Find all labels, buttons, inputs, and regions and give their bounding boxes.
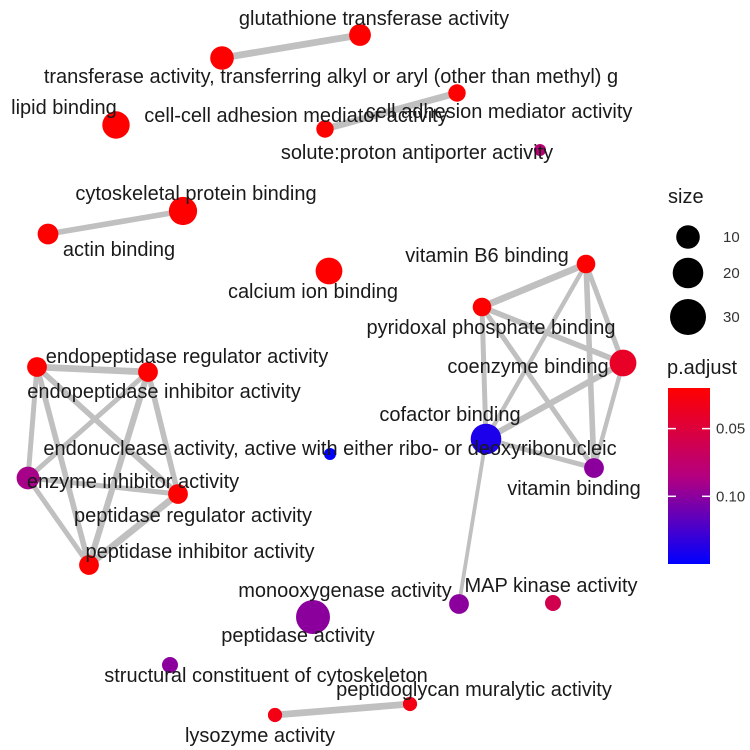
node-structural-constituent-of-cytoskeleton (162, 657, 178, 673)
size-legend-label-10: 10 (723, 229, 740, 246)
node-cofactor-binding (470, 423, 502, 455)
network-edges (25, 31, 627, 719)
node-label-enzyme-inhibitor-activity: enzyme inhibitor activity (27, 471, 239, 493)
edge-endopeptidase-inhibitor-activity--peptidase-regulator-activity (145, 369, 181, 497)
p-adjust-colorbar (668, 388, 710, 564)
node-vitamin-binding (584, 458, 604, 478)
node-coenzyme-binding (609, 349, 637, 377)
node-label-endopeptidase-inhibitor-activity: endopeptidase inhibitor activity (27, 381, 301, 403)
node-vitamin-b6-binding (576, 254, 596, 274)
edge-endopeptidase-inhibitor-activity--enzyme-inhibitor-activity (25, 369, 151, 481)
node-label-cytoskeletal-protein-binding: cytoskeletal protein binding (75, 183, 316, 205)
node-label-monooxygenase-activity: monooxygenase activity (238, 580, 451, 602)
edge-endopeptidase-regulator-activity--enzyme-inhibitor-activity (25, 364, 40, 481)
node-peptidoglycan-muralytic-activity (402, 696, 418, 712)
node-cell-adhesion-mediator-activity (448, 84, 466, 102)
node-actin-binding (37, 223, 59, 245)
node-cytoskeletal-protein-binding (168, 196, 198, 226)
node-transferase-activity-transferring-alkyl-or-aryl-other-than-methyl-g (210, 46, 234, 70)
edge-vitamin-b6-binding--pyridoxal-phosphate-binding (478, 260, 590, 311)
node-label-peptidase-inhibitor-activity: peptidase inhibitor activity (85, 541, 314, 563)
edge-cytoskeletal-protein-binding--actin-binding (45, 208, 186, 237)
edge-cofactor-binding--monooxygenase-activity (457, 437, 488, 606)
edge-peptidoglycan-muralytic-activity--lysozyme-activity (271, 700, 414, 719)
edge-enzyme-inhibitor-activity--peptidase-inhibitor-activity (25, 475, 92, 568)
edge-peptidase-regulator-activity--peptidase-inhibitor-activity (85, 490, 182, 569)
node-monooxygenase-activity (449, 594, 469, 614)
node-calcium-ion-binding (315, 257, 343, 285)
node-map-kinase-activity (545, 595, 561, 611)
edge-enzyme-inhibitor-activity--peptidase-regulator-activity (25, 475, 181, 497)
node-peptidase-regulator-activity (168, 484, 188, 504)
edge-coenzyme-binding--cofactor-binding (482, 359, 627, 443)
edge-cell-cell-adhesion-mediator-activity--cell-adhesion-mediator-activity (321, 89, 461, 133)
node-label-lysozyme-activity: lysozyme activity (185, 725, 335, 747)
node-label-lipid-binding: lipid binding (11, 97, 117, 119)
node-label-pyridoxal-phosphate-binding: pyridoxal phosphate binding (366, 317, 615, 339)
network-nodes (16, 24, 637, 723)
node-label-peptidase-activity: peptidase activity (221, 625, 374, 647)
p-adjust-tick-label: 0.05 (716, 421, 745, 438)
edge-glutathione-transferase-activity--transferase-activity-transferring-alkyl-or-aryl-other-than-methyl-g (218, 31, 364, 62)
edge-vitamin-b6-binding--coenzyme-binding (583, 261, 626, 366)
node-enzyme-inhibitor-activity (16, 466, 40, 490)
node-endonuclease-activity-active-with-either-ribo-or-deoxyribonucleic (324, 448, 336, 460)
edge-vitamin-b6-binding--cofactor-binding (483, 261, 589, 442)
node-label-endonuclease-activity-active-with-either-ribo-or-deoxyribonucleic: endonuclease activity, active with eithe… (43, 438, 616, 460)
edge-endopeptidase-regulator-activity--peptidase-regulator-activity (34, 364, 181, 497)
node-endopeptidase-inhibitor-activity (138, 362, 158, 382)
node-pyridoxal-phosphate-binding (472, 297, 492, 317)
edge-pyridoxal-phosphate-binding--cofactor-binding (479, 304, 489, 442)
node-lysozyme-activity (267, 707, 283, 723)
node-solute-proton-antiporter-activity (534, 144, 546, 156)
size-legend-key-10 (676, 225, 700, 249)
node-label-map-kinase-activity: MAP kinase activity (464, 575, 637, 597)
edge-endopeptidase-regulator-activity--peptidase-inhibitor-activity (34, 364, 92, 568)
node-label-vitamin-binding: vitamin binding (507, 478, 640, 500)
p-adjust-legend-title: p.adjust (667, 357, 737, 379)
node-label-calcium-ion-binding: calcium ion binding (228, 281, 398, 303)
node-label-cell-adhesion-mediator-activity: cell adhesion mediator activity (366, 101, 633, 123)
p-adjust-legend: p.adjust 0.05 0.10 (667, 357, 745, 564)
node-label-structural-constituent-of-cytoskeleton: structural constituent of cytoskeleton (104, 665, 428, 687)
node-label-cell-cell-adhesion-mediator-activity: cell-cell adhesion mediator activity (144, 105, 447, 127)
node-label-peptidase-regulator-activity: peptidase regulator activity (74, 505, 312, 527)
node-cell-cell-adhesion-mediator-activity (316, 120, 334, 138)
node-endopeptidase-regulator-activity (27, 357, 47, 377)
node-peptidase-inhibitor-activity (79, 555, 99, 575)
node-label-transferase-activity-transferring-alkyl-or-aryl-other-than-methyl-g: transferase activity, transferring alkyl… (44, 66, 618, 88)
edge-pyridoxal-phosphate-binding--vitamin-binding (479, 304, 597, 471)
edge-endopeptidase-regulator-activity--endopeptidase-inhibitor-activity (33, 363, 152, 376)
size-legend: size 10 20 30 (668, 186, 740, 335)
size-legend-key-20 (672, 257, 704, 289)
node-label-solute-proton-antiporter-activity: solute:proton antiporter activity (281, 142, 553, 164)
node-label-actin-binding: actin binding (63, 239, 175, 261)
edge-coenzyme-binding--vitamin-binding (591, 360, 626, 471)
node-label-cofactor-binding: cofactor binding (379, 404, 520, 426)
edge-endopeptidase-inhibitor-activity--peptidase-inhibitor-activity (85, 368, 152, 569)
size-legend-label-20: 20 (723, 265, 740, 282)
p-adjust-tick-label: 0.10 (716, 488, 745, 505)
node-lipid-binding (102, 111, 130, 139)
edge-vitamin-b6-binding--vitamin-binding (583, 261, 597, 471)
node-label-endopeptidase-regulator-activity: endopeptidase regulator activity (46, 346, 328, 368)
node-peptidase-activity (296, 600, 330, 634)
size-legend-label-30: 30 (723, 309, 740, 326)
edge-pyridoxal-phosphate-binding--coenzyme-binding (479, 304, 626, 366)
network-labels: glutathione transferase activity transfer… (11, 8, 641, 747)
node-label-glutathione-transferase-activity: glutathione transferase activity (239, 8, 509, 30)
size-legend-title: size (668, 186, 704, 208)
size-legend-key-30 (670, 299, 706, 335)
node-glutathione-transferase-activity (349, 24, 371, 46)
node-label-vitamin-b6-binding: vitamin B6 binding (405, 245, 568, 267)
edge-cofactor-binding--vitamin-binding (483, 436, 597, 471)
node-label-peptidoglycan-muralytic-activity: peptidoglycan muralytic activity (336, 679, 612, 701)
node-label-coenzyme-binding: coenzyme binding (447, 356, 608, 378)
